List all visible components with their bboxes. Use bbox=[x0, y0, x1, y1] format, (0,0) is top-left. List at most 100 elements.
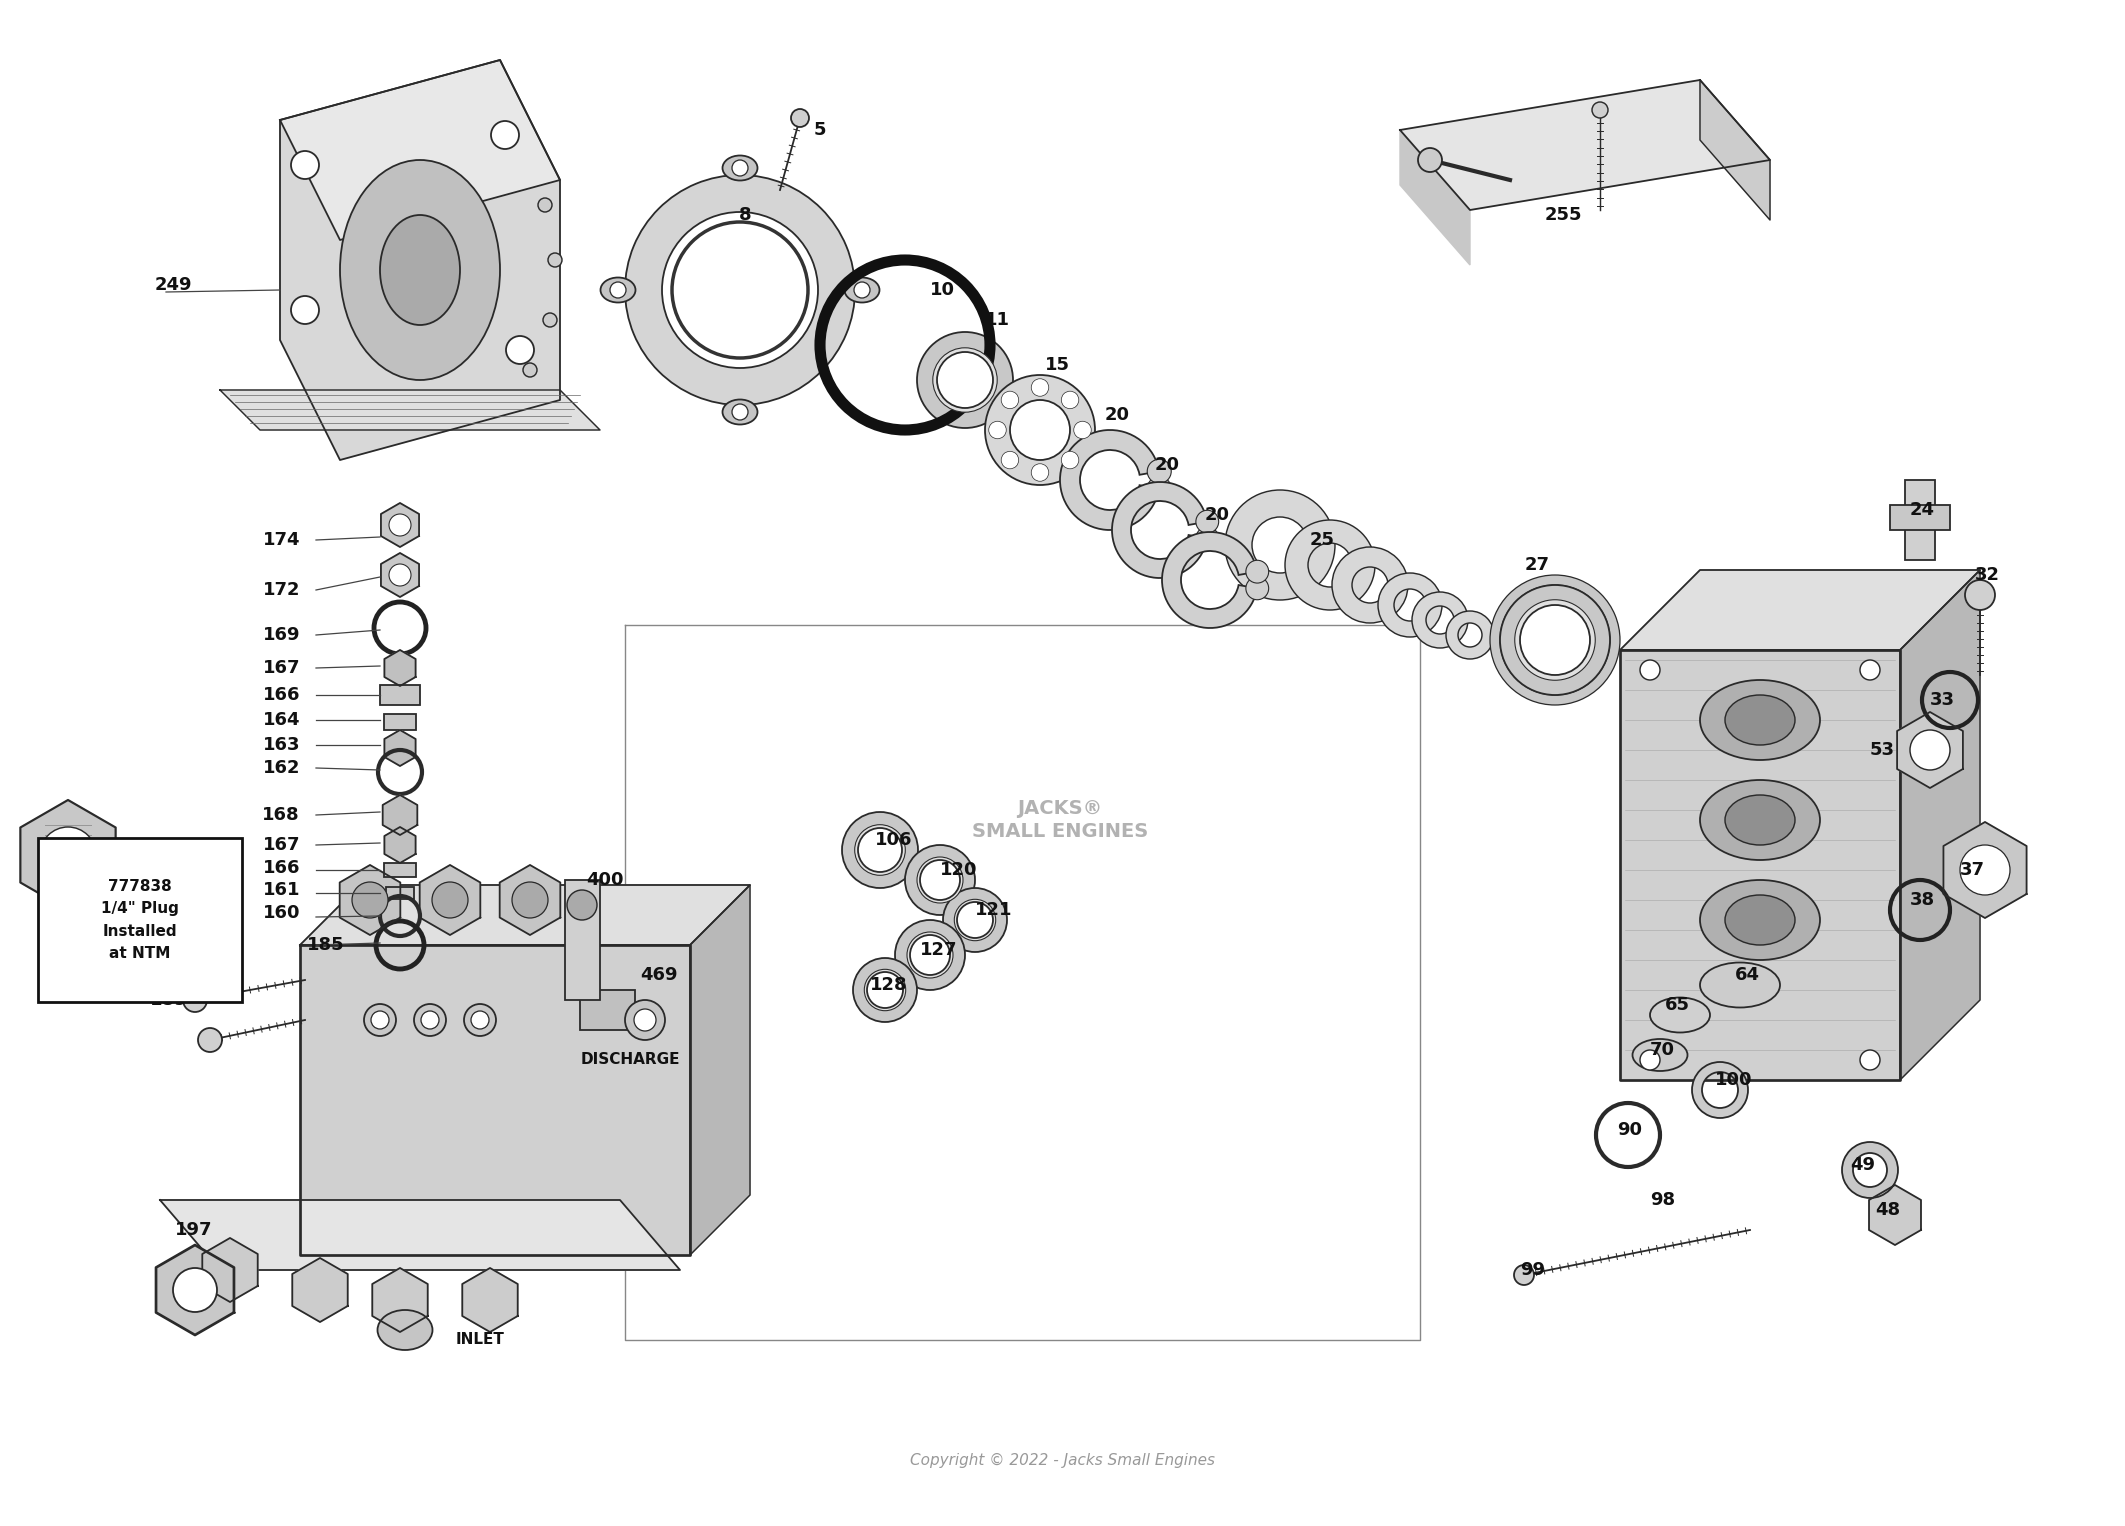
Bar bbox=[380, 685, 421, 705]
Circle shape bbox=[790, 108, 810, 127]
Text: 469: 469 bbox=[640, 966, 678, 984]
Text: 166: 166 bbox=[264, 859, 300, 877]
Circle shape bbox=[172, 1268, 217, 1312]
Circle shape bbox=[1500, 584, 1611, 694]
Polygon shape bbox=[1700, 79, 1770, 220]
Text: 20: 20 bbox=[1105, 406, 1130, 424]
Polygon shape bbox=[300, 945, 691, 1254]
Circle shape bbox=[854, 824, 905, 876]
Text: 10: 10 bbox=[931, 281, 954, 299]
Circle shape bbox=[1519, 604, 1590, 674]
Polygon shape bbox=[382, 795, 416, 835]
Circle shape bbox=[610, 282, 627, 298]
Polygon shape bbox=[293, 1257, 348, 1322]
Text: 777838
1/4" Plug
Installed
at NTM: 777838 1/4" Plug Installed at NTM bbox=[102, 879, 178, 961]
Text: 70: 70 bbox=[1649, 1041, 1674, 1059]
Bar bbox=[387, 887, 414, 899]
Circle shape bbox=[1910, 729, 1951, 771]
Text: 166: 166 bbox=[264, 687, 300, 703]
Circle shape bbox=[1859, 1050, 1881, 1070]
Polygon shape bbox=[1619, 571, 1980, 650]
Text: 169: 169 bbox=[264, 626, 300, 644]
Text: 400: 400 bbox=[586, 871, 625, 890]
Ellipse shape bbox=[1649, 998, 1711, 1033]
Circle shape bbox=[1245, 577, 1269, 600]
Ellipse shape bbox=[722, 156, 756, 180]
Circle shape bbox=[1859, 661, 1881, 681]
Polygon shape bbox=[1900, 571, 1980, 1080]
Circle shape bbox=[1592, 102, 1609, 118]
Polygon shape bbox=[385, 650, 416, 687]
Circle shape bbox=[731, 404, 748, 420]
Circle shape bbox=[523, 363, 538, 377]
Text: 64: 64 bbox=[1734, 966, 1760, 984]
Text: 167: 167 bbox=[264, 836, 300, 855]
Ellipse shape bbox=[372, 1012, 389, 1029]
Circle shape bbox=[986, 375, 1094, 485]
Circle shape bbox=[548, 253, 561, 267]
Ellipse shape bbox=[363, 1004, 395, 1036]
Text: 98: 98 bbox=[1649, 1190, 1674, 1209]
Circle shape bbox=[988, 421, 1007, 439]
Circle shape bbox=[918, 858, 963, 903]
Circle shape bbox=[1196, 510, 1218, 533]
Circle shape bbox=[731, 160, 748, 175]
Ellipse shape bbox=[1700, 780, 1819, 861]
Circle shape bbox=[291, 151, 319, 179]
Ellipse shape bbox=[421, 1012, 440, 1029]
Text: 167: 167 bbox=[264, 659, 300, 678]
Circle shape bbox=[1966, 580, 1995, 610]
Circle shape bbox=[1060, 452, 1080, 468]
Text: 27: 27 bbox=[1526, 555, 1549, 574]
Text: 99: 99 bbox=[1519, 1260, 1545, 1279]
Ellipse shape bbox=[1700, 681, 1819, 760]
Wedge shape bbox=[1332, 546, 1409, 623]
Wedge shape bbox=[1411, 592, 1468, 649]
Ellipse shape bbox=[463, 1004, 495, 1036]
Text: 128: 128 bbox=[869, 977, 907, 993]
Text: 255: 255 bbox=[1545, 206, 1583, 224]
Wedge shape bbox=[1224, 490, 1334, 600]
Text: 8: 8 bbox=[740, 206, 752, 224]
Wedge shape bbox=[1490, 575, 1619, 705]
Circle shape bbox=[944, 888, 1007, 952]
Wedge shape bbox=[1692, 1062, 1749, 1119]
Polygon shape bbox=[1619, 650, 1900, 1080]
Bar bbox=[385, 714, 416, 729]
Text: 172: 172 bbox=[264, 581, 300, 600]
Circle shape bbox=[910, 935, 950, 975]
Polygon shape bbox=[155, 1245, 234, 1335]
Circle shape bbox=[1515, 600, 1596, 681]
Polygon shape bbox=[1870, 1186, 1921, 1245]
Circle shape bbox=[389, 514, 410, 536]
Circle shape bbox=[1073, 421, 1092, 439]
Text: 5: 5 bbox=[814, 121, 827, 139]
Polygon shape bbox=[691, 885, 750, 1254]
Bar bbox=[1904, 481, 1936, 560]
Polygon shape bbox=[463, 1268, 518, 1332]
Text: JACKS®
SMALL ENGINES: JACKS® SMALL ENGINES bbox=[971, 798, 1148, 841]
Text: 32: 32 bbox=[1974, 566, 2000, 584]
Circle shape bbox=[1640, 1050, 1660, 1070]
Text: 20: 20 bbox=[1205, 507, 1230, 523]
Ellipse shape bbox=[625, 1000, 665, 1041]
Wedge shape bbox=[1377, 572, 1443, 636]
Text: 15: 15 bbox=[1046, 356, 1071, 374]
Text: 160: 160 bbox=[264, 903, 300, 922]
Text: 38: 38 bbox=[1910, 891, 1936, 909]
Ellipse shape bbox=[1726, 896, 1796, 945]
Circle shape bbox=[491, 121, 518, 150]
Wedge shape bbox=[625, 175, 854, 404]
Polygon shape bbox=[159, 1199, 680, 1270]
Ellipse shape bbox=[722, 400, 756, 424]
Circle shape bbox=[389, 565, 410, 586]
Ellipse shape bbox=[601, 278, 635, 302]
FancyBboxPatch shape bbox=[38, 838, 242, 1003]
Text: 11: 11 bbox=[986, 311, 1009, 330]
Bar bbox=[1889, 505, 1951, 530]
Wedge shape bbox=[1162, 533, 1258, 629]
Ellipse shape bbox=[1726, 795, 1796, 845]
Polygon shape bbox=[385, 729, 416, 766]
Circle shape bbox=[956, 902, 992, 938]
Text: 90: 90 bbox=[1617, 1122, 1643, 1138]
